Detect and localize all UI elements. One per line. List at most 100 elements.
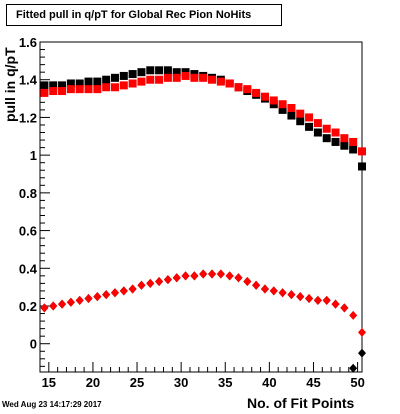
diamond-point <box>128 284 137 294</box>
diamond-point <box>349 310 358 320</box>
square-point <box>49 81 58 90</box>
diamond-point <box>172 273 181 283</box>
y-tick-label: 0.8 <box>19 186 37 201</box>
diamond-point <box>278 288 287 298</box>
square-point <box>146 75 155 84</box>
square-point <box>49 87 58 96</box>
square-point <box>128 70 137 79</box>
plot-frame <box>39 41 363 373</box>
square-point <box>269 96 278 105</box>
diamond-point <box>243 276 252 286</box>
x-tick-label: 30 <box>174 375 188 390</box>
diamond-point <box>163 275 172 285</box>
y-tick-label: 0 <box>30 337 37 352</box>
square-point <box>172 73 181 82</box>
square-point <box>40 81 49 90</box>
square-point <box>358 147 366 156</box>
x-tick-label: 40 <box>262 375 276 390</box>
square-point <box>40 88 49 97</box>
square-point <box>137 77 146 86</box>
square-point <box>358 162 366 171</box>
square-point <box>296 117 305 126</box>
square-point <box>146 66 155 75</box>
x-axis-label: No. of Fit Points <box>247 395 355 411</box>
square-point <box>119 71 128 80</box>
square-point <box>84 77 93 86</box>
diamond-point <box>199 269 208 279</box>
diamond-point <box>137 280 146 290</box>
square-point <box>66 79 75 88</box>
series-1 <box>40 66 366 171</box>
square-point <box>199 73 208 82</box>
square-point <box>93 85 102 94</box>
square-point <box>340 141 349 150</box>
square-point <box>58 81 67 90</box>
square-point <box>349 137 358 146</box>
square-point <box>234 83 243 92</box>
y-tick-label: 1.4 <box>19 73 38 88</box>
square-point <box>110 83 119 92</box>
y-tick-label: 1.2 <box>19 110 37 125</box>
x-tick-label: 15 <box>42 375 56 390</box>
diamond-point <box>358 348 366 358</box>
square-point <box>322 134 331 143</box>
series-4 <box>40 269 366 337</box>
square-point <box>84 85 93 94</box>
diamond-point <box>102 290 111 300</box>
diamond-point <box>225 271 234 281</box>
square-point <box>110 73 119 82</box>
diamond-point <box>146 278 155 288</box>
y-tick-label: 1 <box>30 148 37 163</box>
diamond-point <box>269 286 278 296</box>
y-axis-label: pull in q/pT <box>2 47 18 122</box>
diamond-point <box>84 293 93 303</box>
series-2 <box>40 71 366 156</box>
diamond-point <box>40 303 49 313</box>
square-point <box>155 66 164 75</box>
diamond-point <box>75 295 84 305</box>
x-tick-label: 20 <box>86 375 100 390</box>
diamond-point <box>322 295 331 305</box>
square-point <box>243 85 252 94</box>
diamond-point <box>110 288 119 298</box>
square-point <box>75 85 84 94</box>
square-point <box>331 128 340 137</box>
y-tick-label: 1.6 <box>19 35 37 50</box>
square-point <box>225 79 234 88</box>
square-point <box>102 75 111 84</box>
square-point <box>322 124 331 133</box>
diamond-point <box>331 299 340 309</box>
square-point <box>155 75 164 84</box>
square-point <box>163 66 172 75</box>
y-tick-label: 0.2 <box>19 299 37 314</box>
square-point <box>58 87 67 96</box>
axes: 0 0.2 0.4 0.6 0.8 1 1.2 1.4 1.6 15 20 25 30 35 40 45 50 <box>19 35 365 390</box>
x-tick-label: 35 <box>218 375 232 390</box>
square-point <box>137 68 146 77</box>
diamond-point <box>93 292 102 302</box>
square-point <box>181 71 190 80</box>
square-point <box>119 81 128 90</box>
square-point <box>216 77 225 86</box>
diamond-point <box>252 280 261 290</box>
square-point <box>128 79 137 88</box>
square-point <box>349 145 358 154</box>
square-point <box>340 134 349 143</box>
square-point <box>296 109 305 118</box>
square-point <box>163 73 172 82</box>
y-axis-label-wrap: pull in q/pT <box>2 47 20 122</box>
square-point <box>331 137 340 146</box>
diamond-point <box>216 269 225 279</box>
diamond-point <box>340 303 349 313</box>
diamond-point <box>208 269 217 279</box>
square-point <box>66 85 75 94</box>
diamond-point <box>358 327 366 337</box>
diamond-point <box>58 299 67 309</box>
x-tick-label: 25 <box>130 375 144 390</box>
square-point <box>287 104 296 112</box>
y-tick-label: 0.6 <box>19 224 37 239</box>
diamond-point <box>190 271 199 281</box>
square-point <box>208 75 217 84</box>
square-point <box>252 88 261 97</box>
